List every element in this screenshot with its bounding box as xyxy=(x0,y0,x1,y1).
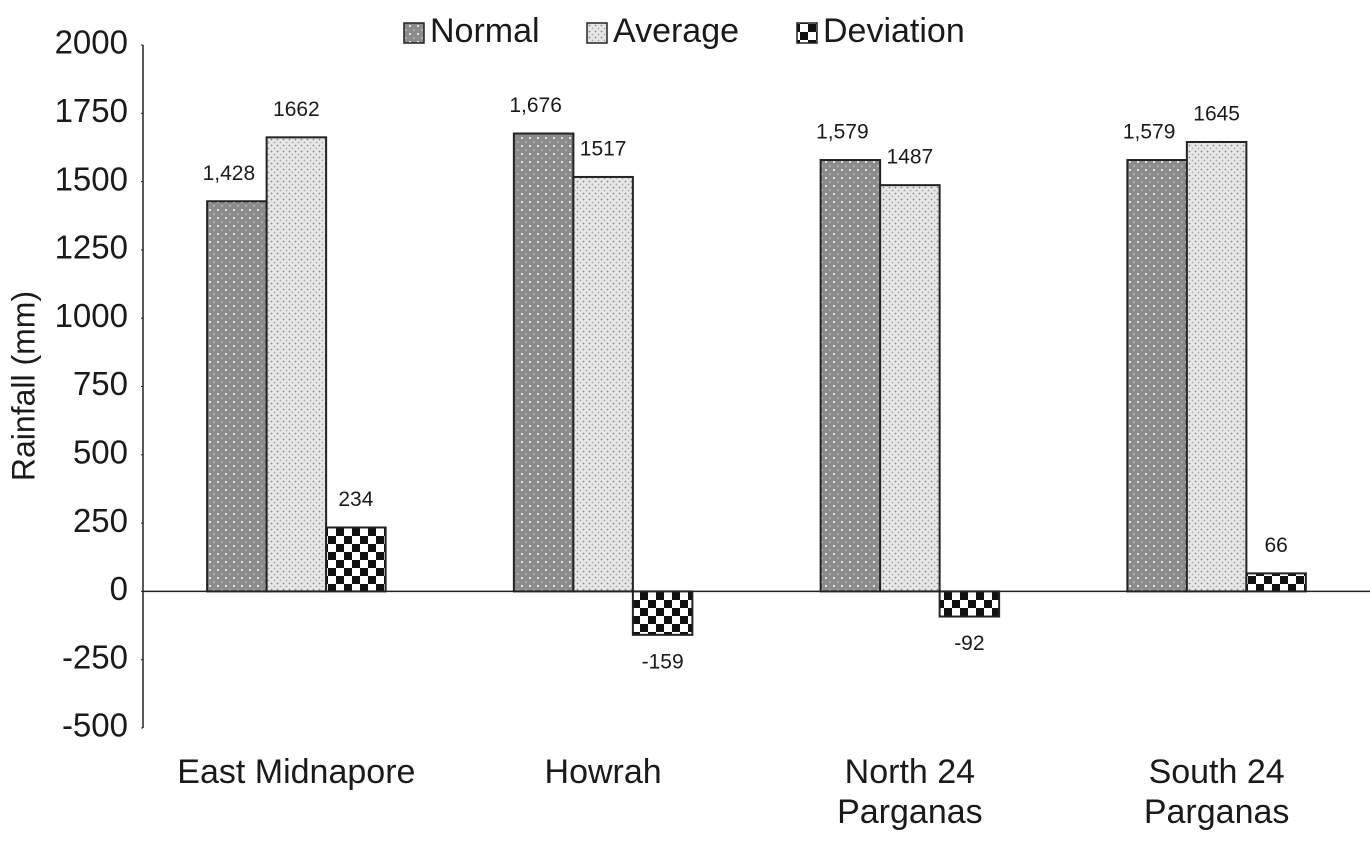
data-label: 1645 xyxy=(1193,103,1240,126)
x-tick-label: Howrah xyxy=(544,753,662,791)
bar xyxy=(879,184,941,593)
legend-swatch xyxy=(403,22,425,44)
y-tick-label: 1500 xyxy=(55,160,128,197)
bar xyxy=(265,136,328,593)
data-label: -92 xyxy=(954,632,984,655)
y-tick-label: 1000 xyxy=(55,297,128,334)
y-tick-label: 750 xyxy=(73,365,128,402)
y-tick-label: 250 xyxy=(73,502,128,539)
y-tick-label: 500 xyxy=(73,434,128,471)
legend-label: Normal xyxy=(430,12,540,50)
bar xyxy=(631,590,694,636)
bar xyxy=(819,159,882,593)
data-label: 1,428 xyxy=(203,162,256,185)
bar xyxy=(1185,140,1248,593)
data-label: 1517 xyxy=(580,138,627,161)
data-label: 234 xyxy=(338,488,373,511)
bar xyxy=(572,175,634,593)
legend-label: Average xyxy=(613,12,739,50)
x-tick-label: East Midnapore xyxy=(177,753,416,791)
y-axis-label: Rainfall (mm) xyxy=(5,291,41,481)
x-tick-label: North 24 Parganas xyxy=(837,753,983,831)
y-tick-label: -500 xyxy=(62,707,128,744)
data-label: 1,676 xyxy=(509,94,562,117)
bar xyxy=(938,590,1001,618)
data-label: 66 xyxy=(1264,534,1287,557)
legend-swatch xyxy=(586,22,608,44)
data-label: 1662 xyxy=(273,98,320,121)
bar xyxy=(1126,159,1188,593)
data-label: 1,579 xyxy=(816,121,869,144)
bar xyxy=(1245,572,1307,593)
x-tick-label: South 24 Parganas xyxy=(1143,753,1290,831)
y-tick-label: -250 xyxy=(62,638,128,675)
legend-swatch xyxy=(796,22,818,44)
data-label: 1,579 xyxy=(1123,121,1176,144)
y-tick-label: 1750 xyxy=(55,92,128,129)
bar xyxy=(325,526,387,593)
bar xyxy=(512,132,575,593)
data-label: -159 xyxy=(642,650,684,673)
bar xyxy=(206,200,268,593)
y-tick-label: 0 xyxy=(110,570,128,607)
legend-label: Deviation xyxy=(823,12,965,50)
y-tick-label: 2000 xyxy=(55,24,128,61)
y-tick-label: 1250 xyxy=(55,229,128,266)
data-label: 1487 xyxy=(887,146,934,169)
